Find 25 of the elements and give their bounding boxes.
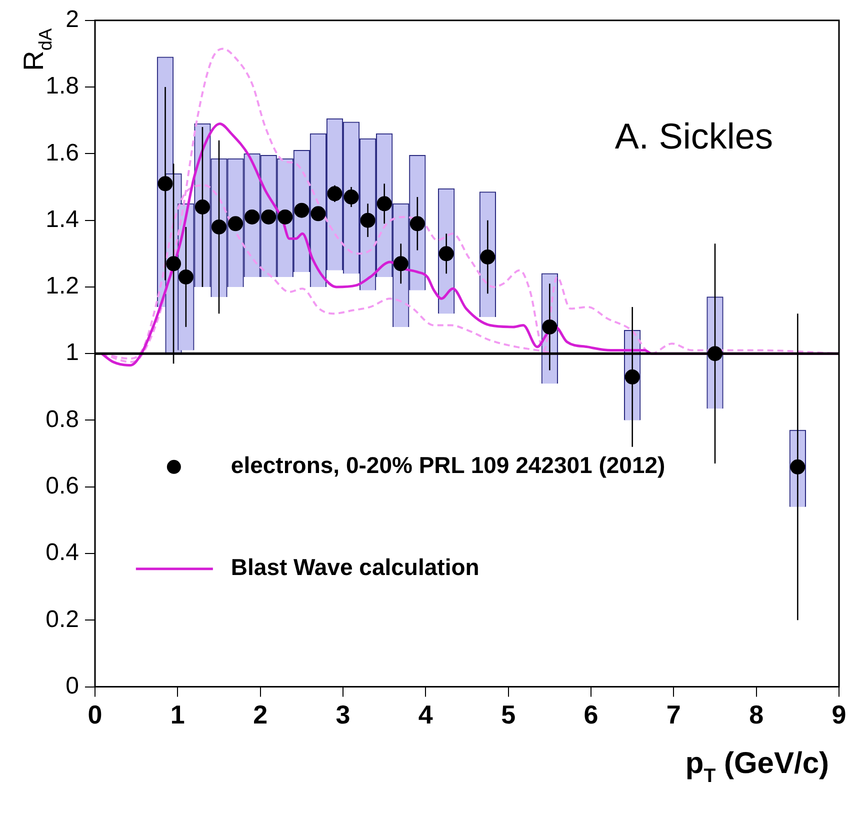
x-tick-label: 0 [88,700,102,730]
legend-label: electrons, 0-20% PRL 109 242301 (2012) [230,452,666,478]
legend-label: Blast Wave calculation [230,554,480,580]
x-tick-label: 3 [336,700,350,730]
y-tick-label: 0.6 [46,472,79,500]
x-tick-label: 6 [584,700,598,730]
y-tick-label: 1.6 [46,139,79,166]
x-tick-label: 2 [253,700,268,730]
y-tick-label: 1 [66,339,79,366]
x-tick-label: 1 [170,700,185,730]
y-tick-label: 1.2 [46,272,79,300]
x-tick-label: 5 [501,700,516,730]
y-tick-label: 0.2 [46,606,79,633]
y-tick-label: 0 [66,672,79,700]
y-tick-label: 1.4 [46,206,79,233]
y-axis-title: RdA [18,28,56,71]
x-tick-label: 8 [749,700,764,730]
x-tick-label: 4 [418,700,434,730]
x-tick-label: 9 [832,700,846,730]
annotation: A. Sickles [614,115,773,156]
y-tick-label: 1.8 [46,72,79,100]
y-tick-label: 0.8 [46,406,79,433]
x-tick-label: 7 [666,700,681,730]
y-tick-label: 0.4 [46,539,79,566]
y-tick-label: 2 [66,6,79,34]
